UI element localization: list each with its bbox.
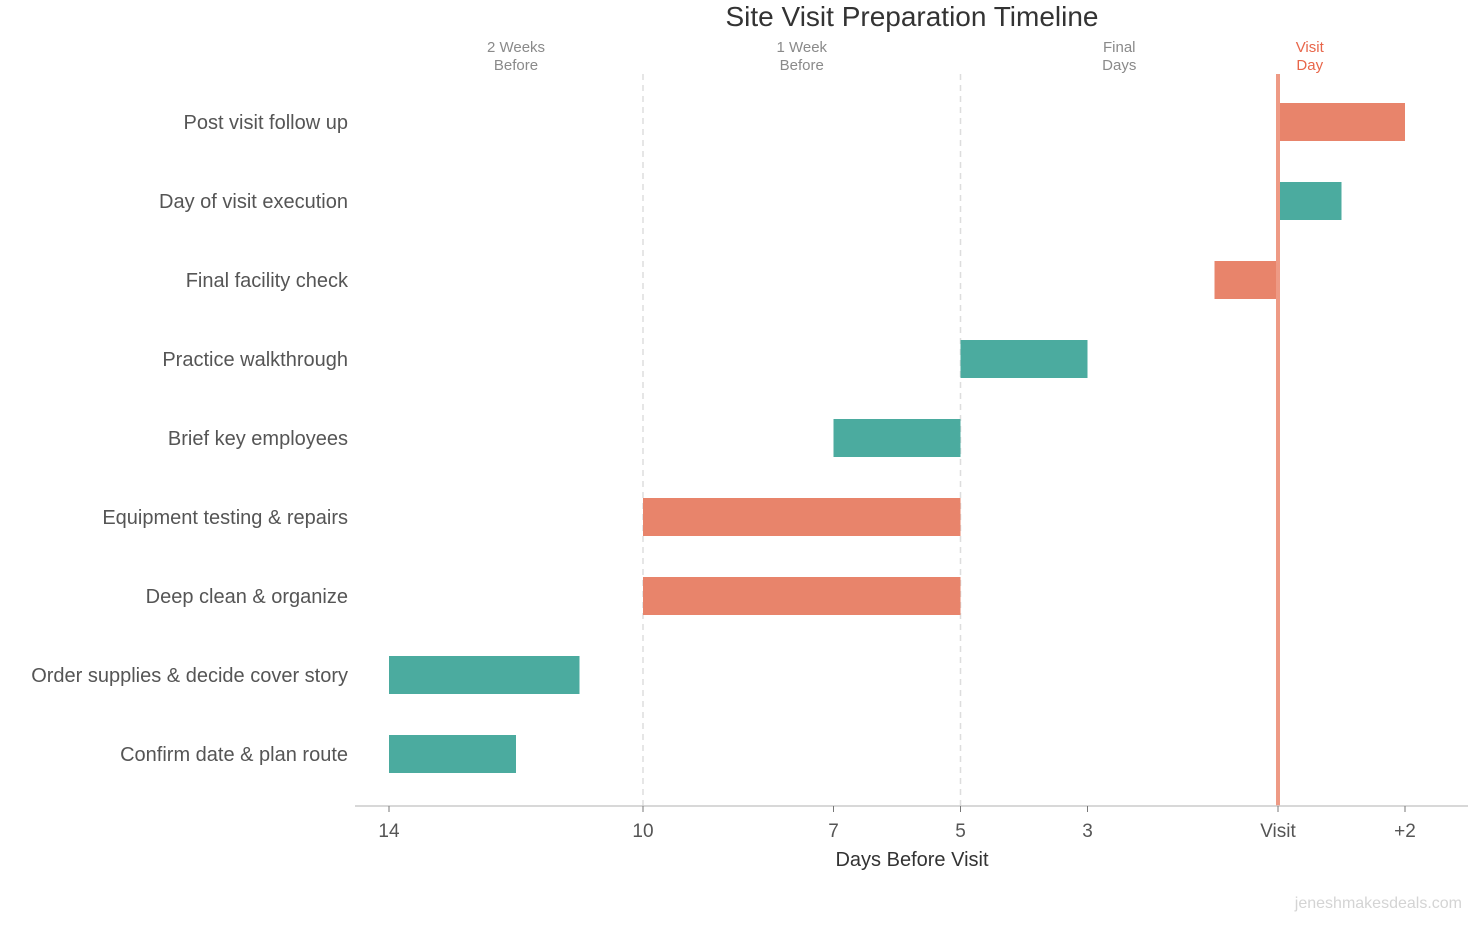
task-label: Final facility check xyxy=(186,270,349,292)
x-tick-label: 3 xyxy=(1082,821,1093,842)
task-bar xyxy=(389,656,580,694)
task-label: Post visit follow up xyxy=(183,112,348,134)
task-bar xyxy=(1278,103,1405,141)
x-tick-label: 10 xyxy=(632,821,653,842)
x-tick-label: +2 xyxy=(1394,821,1416,842)
x-axis-label: Days Before Visit xyxy=(835,849,988,871)
task-bar xyxy=(960,340,1088,378)
task-bar xyxy=(833,419,961,457)
x-tick-label: 5 xyxy=(955,821,966,842)
chart-title: Site Visit Preparation Timeline xyxy=(726,1,1099,32)
task-label: Order supplies & decide cover story xyxy=(31,665,348,687)
x-tick-label: 7 xyxy=(828,821,839,842)
task-bar xyxy=(643,577,961,615)
task-bar xyxy=(1278,182,1342,220)
phase-label: Visit Day xyxy=(1296,39,1325,74)
task-label: Brief key employees xyxy=(168,428,348,450)
task-label: Equipment testing & repairs xyxy=(102,507,348,529)
task-bar xyxy=(643,498,961,536)
phase-label: 1 Week Before xyxy=(776,39,827,74)
task-bar xyxy=(1214,261,1278,299)
task-label: Confirm date & plan route xyxy=(120,744,348,766)
phase-label: 2 Weeks Before xyxy=(487,39,545,74)
task-label: Day of visit execution xyxy=(159,191,348,213)
task-bar xyxy=(389,735,516,773)
task-label: Practice walkthrough xyxy=(162,349,348,371)
x-tick-label: Visit xyxy=(1260,821,1296,842)
task-label: Deep clean & organize xyxy=(146,586,348,608)
phase-label: Final Days xyxy=(1102,39,1136,74)
x-tick-label: 14 xyxy=(378,821,400,842)
watermark: jeneshmakesdeals.com xyxy=(1294,895,1462,912)
